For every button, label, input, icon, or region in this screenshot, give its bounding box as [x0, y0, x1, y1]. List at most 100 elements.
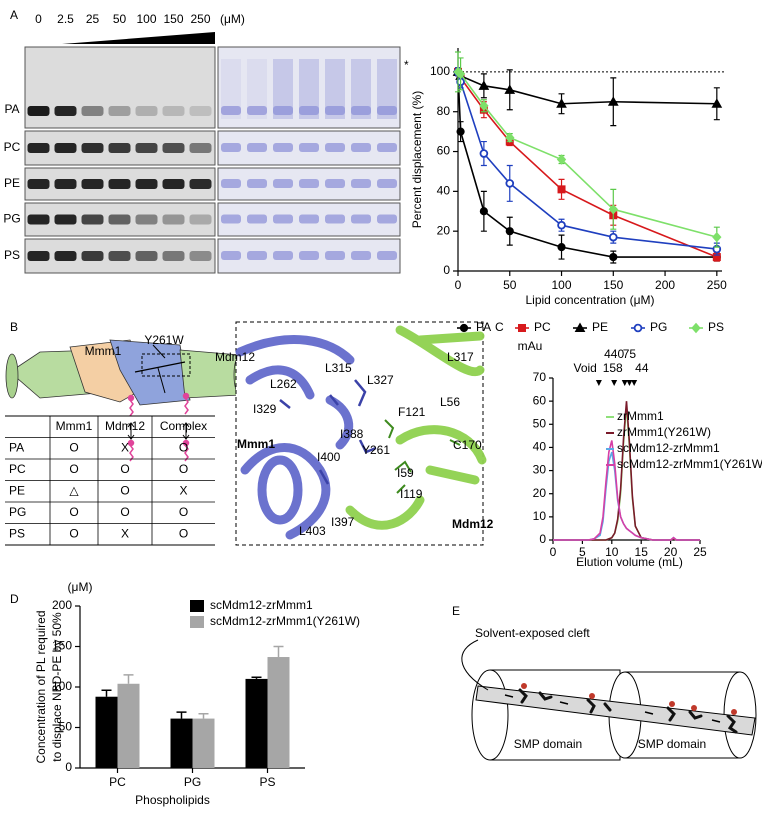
concentration-label: 0	[35, 12, 42, 26]
y-tick-label: 20	[437, 223, 451, 237]
table-header: Mdm12	[105, 419, 145, 433]
panel-label: D	[10, 592, 19, 606]
structure-label: F121	[398, 405, 426, 419]
lipid-label: PA	[4, 102, 19, 116]
calibration-arrow	[626, 380, 633, 386]
x-tick-label: 5	[579, 545, 586, 559]
point	[711, 98, 723, 108]
gel-band	[108, 251, 131, 261]
point	[574, 322, 586, 332]
gel-band	[221, 251, 241, 260]
x-tick-label: PC	[109, 775, 126, 789]
gel-band	[377, 106, 397, 115]
lipid-label: PC	[4, 140, 21, 154]
gel-band	[81, 106, 104, 116]
y-tick-label: 150	[52, 639, 72, 653]
gel-band	[377, 179, 397, 188]
table-cell: O	[69, 505, 78, 519]
gel-band	[189, 251, 212, 261]
structure-label: L262	[270, 377, 297, 391]
table-cell: O	[179, 505, 188, 519]
panel-label: A	[10, 8, 18, 22]
legend-label: PS	[708, 320, 724, 334]
x-axis-label: Phospholipids	[135, 793, 210, 807]
structure-label: Mmm1	[237, 437, 275, 451]
legend-label: zrMmm1(Y261W)	[617, 425, 711, 439]
calibration-label: 75	[623, 347, 637, 361]
calibration-label: 44	[635, 361, 649, 375]
y-tick-label: 70	[533, 370, 547, 384]
series-line	[457, 71, 717, 258]
structure-label: L315	[325, 361, 352, 375]
concentration-label: 2.5	[57, 12, 74, 26]
y-axis-label: mAu	[518, 339, 543, 353]
x-tick-label: PS	[259, 775, 275, 789]
table-header: Mmm1	[56, 419, 93, 433]
structure-label: L327	[367, 373, 394, 387]
gel-band	[299, 251, 319, 260]
error-bar	[176, 711, 187, 719]
point	[455, 68, 466, 80]
gel-band	[81, 251, 104, 261]
point	[557, 243, 566, 252]
y-axis-label: to displace NBD-PE by 50%	[50, 612, 64, 762]
panel-label: E	[452, 604, 460, 618]
gel-band	[108, 179, 131, 189]
point	[505, 179, 515, 188]
bar	[170, 718, 193, 768]
gel-band	[108, 143, 131, 153]
bar	[95, 696, 118, 768]
error-bar	[273, 645, 284, 658]
gel-band	[135, 214, 158, 225]
gel-smear	[299, 59, 319, 119]
structure-label: I400	[317, 450, 341, 464]
point	[556, 98, 567, 108]
table-header: Complex	[160, 419, 207, 433]
calibration-label: Void	[574, 361, 597, 375]
table-cell: △	[69, 483, 79, 497]
gel-band	[299, 179, 319, 188]
y-tick-label: 20	[533, 486, 547, 500]
gel-band	[81, 214, 104, 225]
legend-label: scMdm12-zrMmm1	[617, 441, 720, 455]
y-tick-label: 80	[437, 104, 451, 118]
table-row-label: PG	[9, 505, 26, 519]
gel-band	[162, 214, 185, 225]
bar	[192, 718, 215, 768]
point	[518, 324, 526, 332]
point	[459, 323, 469, 333]
gel-band	[247, 214, 267, 224]
point	[633, 323, 643, 333]
gel-smear	[221, 59, 241, 119]
unit-label: (μM)	[68, 580, 93, 594]
series-line	[457, 71, 718, 238]
point	[691, 322, 701, 334]
table-cell: O	[120, 505, 129, 519]
legend-label: PG	[650, 320, 667, 334]
gel-band	[247, 143, 267, 152]
y-tick-label: 100	[430, 64, 450, 78]
panel-label: B	[10, 320, 18, 334]
legend-label: PC	[534, 320, 551, 334]
legend-swatch	[190, 616, 204, 628]
y-tick-label: 60	[533, 393, 547, 407]
structure-label: I397	[331, 515, 355, 529]
point	[712, 231, 722, 243]
gel-band	[247, 106, 267, 115]
legend-label: scMdm12-zrMmm1(Y261W)	[210, 614, 360, 628]
gel-band	[377, 251, 397, 260]
point	[607, 96, 619, 106]
point	[556, 154, 567, 165]
lipid-label: PE	[4, 176, 20, 190]
gel-band	[299, 143, 319, 152]
point	[478, 80, 490, 90]
legend-swatch	[190, 600, 204, 612]
calibration-arrow	[595, 380, 602, 386]
lipid-label: PG	[3, 212, 20, 226]
gel-band	[189, 179, 212, 189]
point	[609, 252, 618, 262]
schematic-label: Mmm1	[85, 344, 122, 358]
structure-label: L403	[299, 524, 326, 538]
structure-label: C170	[453, 438, 482, 452]
